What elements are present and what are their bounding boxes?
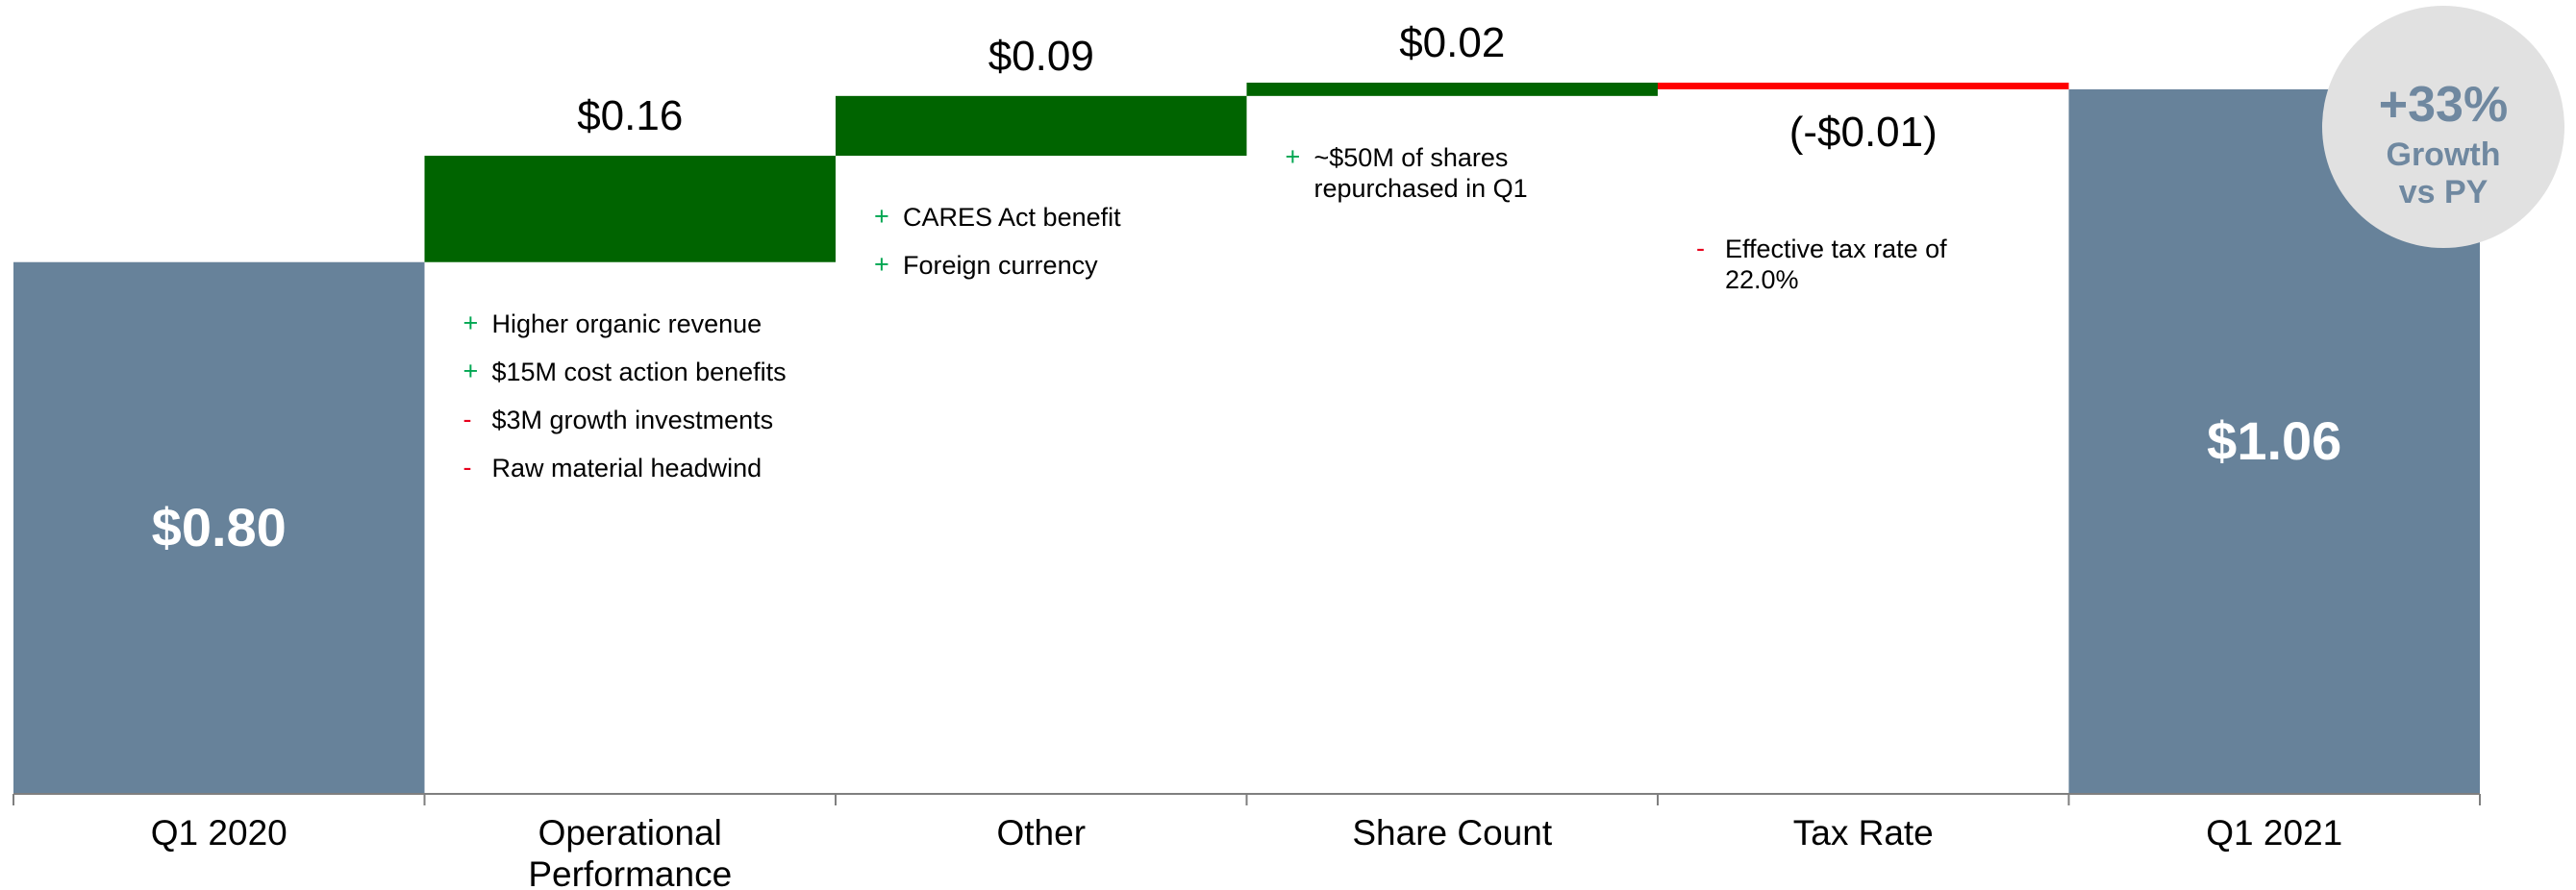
bullet-sign: + bbox=[874, 202, 889, 232]
badge-value: +33% bbox=[2378, 77, 2509, 133]
x-tick-label: Tax Rate bbox=[1792, 813, 1934, 853]
value-label: $1.06 bbox=[2207, 410, 2342, 472]
bullet-text: $3M growth investments bbox=[491, 405, 774, 434]
bullet-sign: - bbox=[463, 452, 472, 482]
bullet-text: Raw material headwind bbox=[491, 453, 763, 482]
bullet-sign: + bbox=[463, 308, 479, 337]
bullet-sign: + bbox=[874, 250, 889, 280]
x-tick-label: Operational Performance bbox=[528, 813, 733, 890]
bullet-text: $15M cost action benefits bbox=[491, 357, 787, 386]
x-tick-label: Q1 2021 bbox=[2206, 813, 2343, 853]
bullet-text: CARES Act benefit bbox=[903, 203, 1121, 233]
x-tick-label: Other bbox=[996, 813, 1087, 853]
value-label: $0.16 bbox=[577, 92, 684, 140]
value-label: $0.09 bbox=[988, 32, 1094, 80]
bar bbox=[1658, 83, 2069, 89]
value-label: $0.02 bbox=[1399, 19, 1506, 66]
bullet-sign: - bbox=[463, 404, 472, 433]
badge-circle bbox=[2322, 6, 2564, 248]
bullet-text: Effective tax rate of 22.0% bbox=[1725, 234, 1947, 295]
bar bbox=[424, 156, 836, 262]
bar bbox=[1246, 83, 1658, 96]
bar bbox=[13, 261, 425, 794]
badge-label: Growth vs PY bbox=[2386, 136, 2501, 211]
bullet-sign: - bbox=[1696, 233, 1705, 262]
bullet-sign: + bbox=[463, 356, 479, 385]
bar bbox=[836, 95, 1247, 157]
value-label: (-$0.01) bbox=[1788, 108, 1938, 156]
bullet-text: ~$50M of shares repurchased in Q1 bbox=[1313, 142, 1528, 204]
bullet-text: Higher organic revenue bbox=[491, 309, 763, 338]
bullet-text: Foreign currency bbox=[903, 251, 1098, 281]
x-tick-label: Q1 2020 bbox=[150, 813, 288, 853]
bullet-sign: + bbox=[1285, 141, 1301, 171]
value-label: $0.80 bbox=[151, 497, 287, 558]
x-tick-label: Share Count bbox=[1352, 813, 1553, 853]
